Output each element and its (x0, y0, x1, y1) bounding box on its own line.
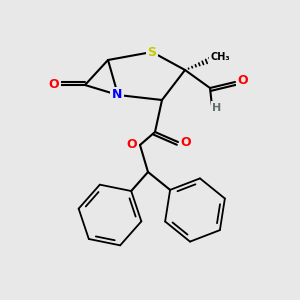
Text: N: N (112, 88, 122, 101)
Text: O: O (49, 79, 59, 92)
Text: S: S (148, 46, 157, 59)
Text: H: H (212, 103, 222, 113)
Text: O: O (127, 139, 137, 152)
Text: CH₃: CH₃ (210, 52, 230, 62)
Text: O: O (181, 136, 191, 148)
Text: O: O (238, 74, 248, 86)
